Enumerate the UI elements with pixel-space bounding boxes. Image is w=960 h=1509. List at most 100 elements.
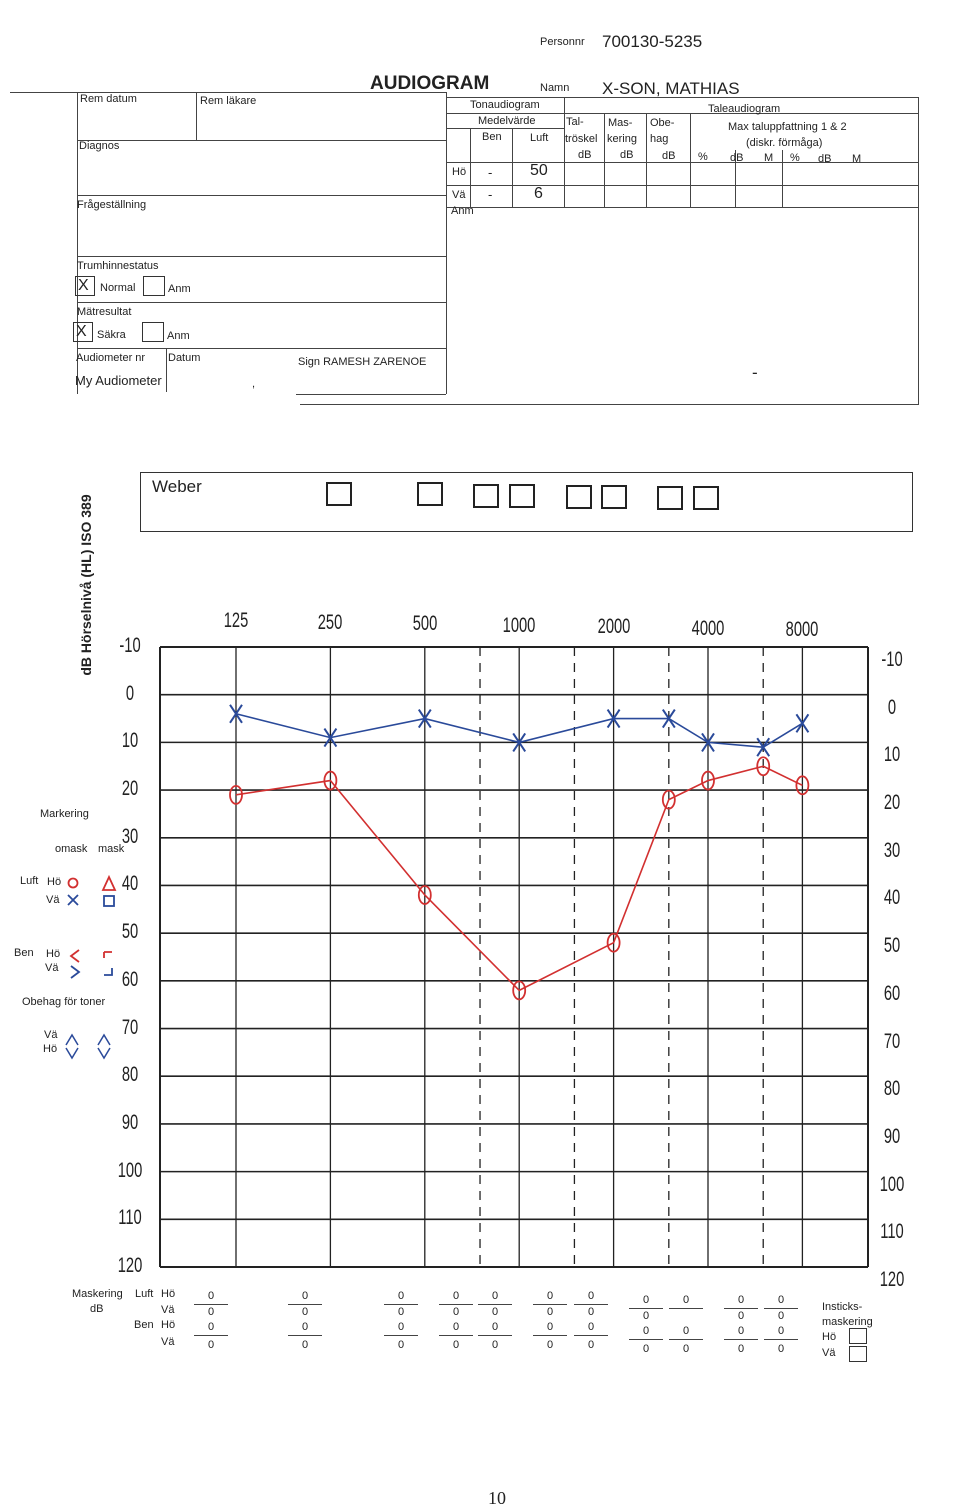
masking-value: 0 bbox=[452, 1290, 460, 1302]
right-ear-o-mark bbox=[661, 789, 676, 810]
legend-ben-va: Vä bbox=[45, 962, 59, 974]
rem-lakare-label: Rem läkare bbox=[200, 95, 257, 107]
max-taluppfattning-label: Max taluppfattning 1 & 2 bbox=[728, 121, 847, 133]
kering-label: kering bbox=[607, 133, 637, 145]
legend-ben-ho-icon bbox=[69, 949, 80, 963]
weber-box-3[interactable] bbox=[473, 484, 499, 508]
anm-table-label: Anm bbox=[451, 205, 474, 217]
left-ear-x-mark bbox=[701, 732, 715, 752]
y-tick-right: 100 bbox=[879, 1172, 905, 1196]
ben-col-header: Ben bbox=[482, 131, 502, 143]
right-ear-air-line bbox=[235, 765, 803, 992]
masking-underline bbox=[194, 1335, 228, 1336]
x-tick-label: 2000 bbox=[597, 615, 630, 638]
weber-box-8[interactable] bbox=[693, 486, 719, 510]
y-tick-right: 110 bbox=[880, 1220, 904, 1244]
y-tick-right: 60 bbox=[883, 981, 901, 1005]
medelvarde-label: Medelvärde bbox=[478, 115, 536, 127]
sub-header-db-1: dB bbox=[730, 152, 744, 164]
anm-checkbox-1[interactable] bbox=[143, 276, 165, 296]
weber-box-6[interactable] bbox=[601, 485, 627, 509]
masking-value: 0 bbox=[737, 1294, 745, 1306]
right-ear-o-mark bbox=[756, 756, 771, 777]
left-ear-x-mark bbox=[229, 704, 243, 724]
y-tick-right: 50 bbox=[883, 934, 901, 958]
masking-value: 0 bbox=[207, 1290, 215, 1302]
right-ear-o-mark bbox=[512, 980, 527, 1001]
weber-box-4[interactable] bbox=[509, 484, 535, 508]
sub-header-m-2: M bbox=[852, 153, 862, 165]
masking-luft: Luft bbox=[135, 1288, 154, 1300]
weber-box-1[interactable] bbox=[326, 482, 352, 506]
x-tick-label: 125 bbox=[223, 609, 249, 632]
masking-value: 0 bbox=[207, 1306, 215, 1318]
fragestallning-label: Frågeställning bbox=[77, 199, 147, 211]
weber-box-7[interactable] bbox=[657, 486, 683, 510]
right-ear-o-mark bbox=[323, 770, 338, 791]
page-title: AUDIOGRAM bbox=[370, 73, 490, 94]
masking-value: 0 bbox=[491, 1339, 499, 1351]
matresultat-label: Mätresultat bbox=[77, 306, 132, 318]
masking-value: 0 bbox=[301, 1306, 309, 1318]
y-tick-left: 80 bbox=[121, 1063, 139, 1087]
masking-underline bbox=[574, 1304, 608, 1305]
left-ear-x-mark bbox=[661, 708, 676, 729]
anm-checkbox-2[interactable] bbox=[142, 322, 164, 342]
legend-ob-ho-icon bbox=[65, 1047, 79, 1060]
insticks-va-checkbox[interactable] bbox=[849, 1346, 867, 1362]
legend-ob-ho-mask-icon bbox=[97, 1047, 111, 1060]
tal-label: Tal- bbox=[566, 116, 584, 128]
y-tick-left: 120 bbox=[117, 1254, 143, 1277]
y-tick-left: -10 bbox=[119, 634, 141, 657]
namn-label: Namn bbox=[540, 82, 570, 94]
y-tick-left: 0 bbox=[125, 681, 135, 705]
taleaudiogram-label: Taleaudiogram bbox=[708, 103, 781, 115]
right-ear-o-mark bbox=[417, 885, 432, 905]
masking-value: 0 bbox=[777, 1343, 785, 1355]
masking-value: 0 bbox=[452, 1306, 460, 1318]
masking-value: 0 bbox=[397, 1306, 405, 1318]
legend-ben-va-mask-icon bbox=[104, 968, 113, 976]
ho-ben-value: - bbox=[488, 165, 493, 180]
left-ear-x-mark bbox=[323, 728, 338, 748]
masking-value: 0 bbox=[301, 1290, 309, 1302]
mas-label: Mas- bbox=[608, 117, 633, 129]
masking-value: 0 bbox=[642, 1343, 650, 1355]
y-tick-right: 70 bbox=[883, 1029, 901, 1053]
masking-value: 0 bbox=[587, 1306, 595, 1318]
masking-value: 0 bbox=[682, 1294, 690, 1306]
sub-header-m-1: M bbox=[764, 152, 774, 164]
legend-mask: mask bbox=[98, 843, 125, 855]
insticks-label: Insticks- bbox=[822, 1301, 863, 1313]
legend-luft-va: Vä bbox=[46, 894, 60, 906]
ho-row-label: Hö bbox=[452, 166, 467, 178]
masking-value: 0 bbox=[737, 1325, 745, 1337]
personnr-label: Personnr bbox=[540, 36, 585, 48]
masking-underline bbox=[533, 1304, 567, 1305]
y-tick-left: 20 bbox=[121, 777, 139, 801]
normal-checkbox[interactable]: X bbox=[75, 276, 95, 296]
personnr-value: 700130-5235 bbox=[602, 32, 703, 51]
masking-underline bbox=[384, 1304, 418, 1305]
masking-value: 0 bbox=[737, 1343, 745, 1355]
weber-box-2[interactable] bbox=[417, 482, 443, 506]
masking-underline bbox=[288, 1304, 322, 1305]
x-tick-label: 4000 bbox=[691, 616, 725, 640]
y-tick-left: 90 bbox=[121, 1110, 139, 1134]
masking-luft-va: Vä bbox=[161, 1304, 175, 1316]
masking-underline bbox=[194, 1304, 228, 1305]
masking-value: 0 bbox=[546, 1339, 554, 1351]
sakra-checkbox[interactable]: X bbox=[73, 322, 93, 342]
weber-box-5[interactable] bbox=[566, 485, 592, 509]
legend-markering: Markering bbox=[40, 808, 89, 820]
sub-header-db-2: dB bbox=[818, 153, 832, 165]
troskel-db: dB bbox=[578, 149, 592, 161]
masking-value: 0 bbox=[546, 1306, 554, 1318]
datum-label: Datum bbox=[168, 352, 201, 364]
y-tick-right: -10 bbox=[881, 648, 903, 671]
legend-symbols bbox=[65, 874, 117, 1060]
legend-luft-ho: Hö bbox=[47, 876, 62, 888]
insticks-maskering-label: maskering bbox=[822, 1316, 873, 1328]
insticks-ho-checkbox[interactable] bbox=[849, 1328, 867, 1344]
legend-ob-va-icon bbox=[65, 1033, 79, 1046]
